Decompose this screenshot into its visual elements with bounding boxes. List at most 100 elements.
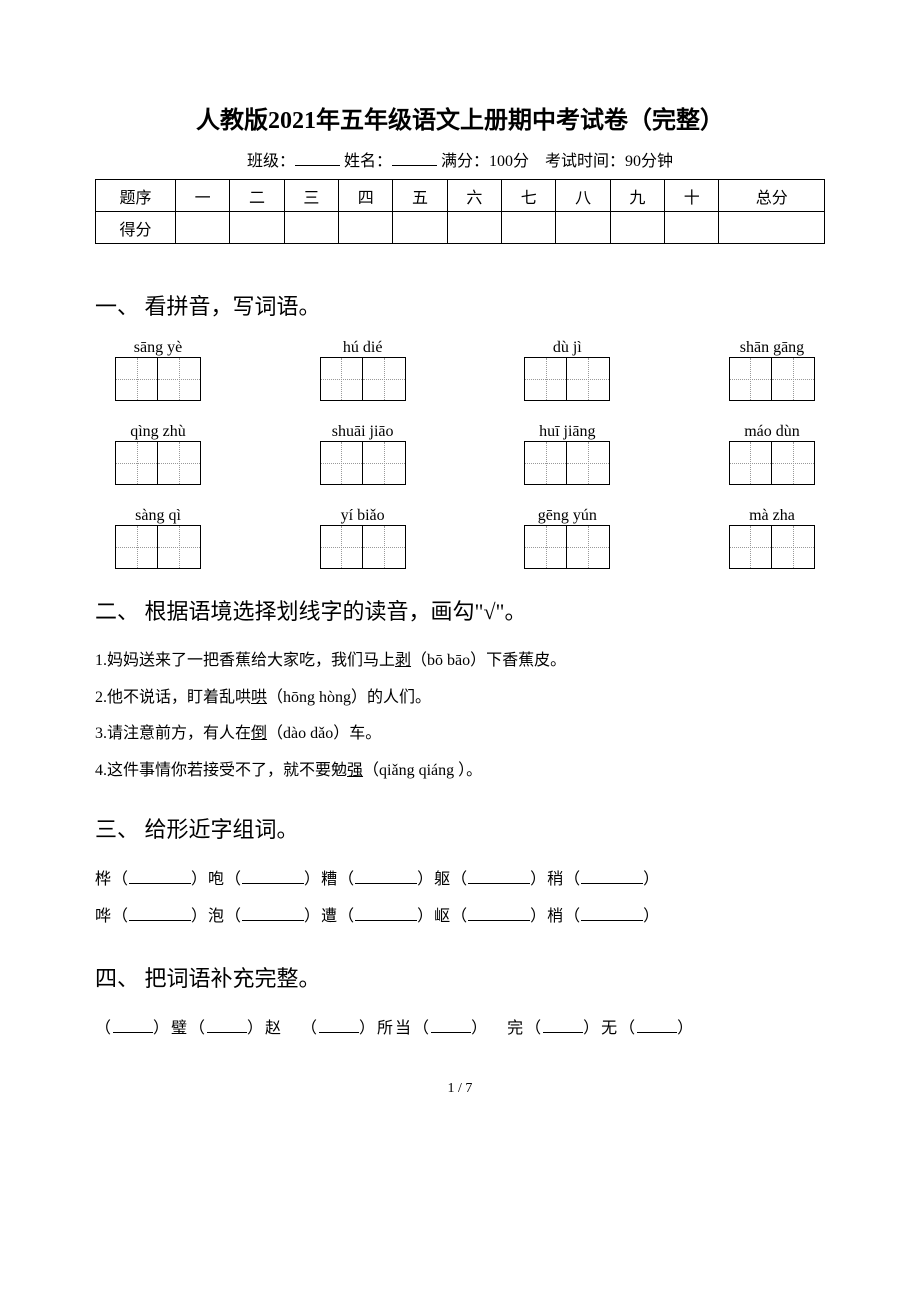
- col-header: 四: [339, 180, 393, 212]
- score-cell[interactable]: [230, 212, 284, 244]
- char-box[interactable]: [525, 442, 567, 484]
- char-label: 糟（: [321, 871, 355, 888]
- fill-blank[interactable]: [242, 905, 304, 921]
- fill-blank[interactable]: [242, 868, 304, 884]
- char-box[interactable]: [567, 526, 609, 568]
- char-box[interactable]: [567, 442, 609, 484]
- pinyin-box-row: sàng qìyí biǎogēng yúnmà zha: [95, 507, 825, 569]
- pinyin-group: hú dié: [320, 339, 406, 401]
- char-box[interactable]: [730, 358, 772, 400]
- score-cell[interactable]: [719, 212, 825, 244]
- blank[interactable]: [637, 1017, 677, 1033]
- char-box[interactable]: [525, 358, 567, 400]
- score-cell[interactable]: [447, 212, 501, 244]
- char-box[interactable]: [363, 442, 405, 484]
- fill-blank[interactable]: [468, 905, 530, 921]
- blank[interactable]: [113, 1017, 153, 1033]
- char-box-pair[interactable]: [729, 441, 815, 485]
- paren-close: ）: [417, 871, 434, 888]
- char-box-pair[interactable]: [115, 525, 201, 569]
- col-header: 一: [176, 180, 230, 212]
- blank[interactable]: [431, 1017, 471, 1033]
- fill-blank[interactable]: [468, 868, 530, 884]
- blank[interactable]: [319, 1017, 359, 1033]
- char-box[interactable]: [321, 358, 363, 400]
- paren-close: ）: [191, 871, 208, 888]
- score-cell[interactable]: [284, 212, 338, 244]
- char-box[interactable]: [321, 442, 363, 484]
- name-blank[interactable]: [392, 150, 437, 166]
- pinyin-group: gēng yún: [524, 507, 610, 569]
- pinyin-label: máo dùn: [729, 423, 815, 441]
- col-header: 六: [447, 180, 501, 212]
- char-label: 泡（: [208, 908, 242, 925]
- char-box[interactable]: [772, 526, 814, 568]
- pinyin-section: sāng yèhú diédù jìshān gāngqìng zhùshuāi…: [95, 339, 825, 569]
- page-title: 人教版2021年五年级语文上册期中考试卷（完整）: [95, 100, 825, 135]
- char-box[interactable]: [116, 358, 158, 400]
- char-box-pair[interactable]: [729, 525, 815, 569]
- char-box-pair[interactable]: [524, 525, 610, 569]
- pinyin-label: sāng yè: [115, 339, 201, 357]
- score-cell[interactable]: [339, 212, 393, 244]
- col-header: 九: [610, 180, 664, 212]
- score-cell[interactable]: [665, 212, 719, 244]
- score-cell[interactable]: [502, 212, 556, 244]
- pinyin-group: shuāi jiāo: [320, 423, 406, 485]
- score-cell[interactable]: [176, 212, 230, 244]
- char-box[interactable]: [363, 526, 405, 568]
- char-box-pair[interactable]: [524, 441, 610, 485]
- blank[interactable]: [543, 1017, 583, 1033]
- char-box[interactable]: [730, 526, 772, 568]
- char-box-pair[interactable]: [320, 525, 406, 569]
- score-cell[interactable]: [556, 212, 610, 244]
- char-box[interactable]: [772, 442, 814, 484]
- fill-blank[interactable]: [129, 905, 191, 921]
- col-header: 总分: [719, 180, 825, 212]
- char-box-pair[interactable]: [320, 441, 406, 485]
- section2-items: 1.妈妈送来了一把香蕉给大家吃，我们马上剥（bō bāo）下香蕉皮。2.他不说话…: [95, 644, 825, 787]
- pinyin-group: huī jiāng: [524, 423, 610, 485]
- char-box[interactable]: [525, 526, 567, 568]
- char-box[interactable]: [567, 358, 609, 400]
- char-box-pair[interactable]: [115, 357, 201, 401]
- pinyin-group: sàng qì: [115, 507, 201, 569]
- pinyin-label: gēng yún: [524, 507, 610, 525]
- paren-close: ）: [304, 908, 321, 925]
- score-cell[interactable]: [610, 212, 664, 244]
- char-box[interactable]: [321, 526, 363, 568]
- section3-rows: 桦（）咆（）糟（）躯（）稍（）哗（）泡（）遭（）岖（）梢（）: [95, 862, 825, 936]
- col-header: 八: [556, 180, 610, 212]
- table-row: 题序 一 二 三 四 五 六 七 八 九 十 总分: [96, 180, 825, 212]
- char-box[interactable]: [363, 358, 405, 400]
- char-box[interactable]: [116, 442, 158, 484]
- char-box[interactable]: [158, 442, 200, 484]
- char-box[interactable]: [730, 442, 772, 484]
- fill-blank[interactable]: [355, 868, 417, 884]
- fill-blank[interactable]: [355, 905, 417, 921]
- page-number: 1 / 7: [95, 1081, 825, 1097]
- fill-blank[interactable]: [581, 868, 643, 884]
- class-blank[interactable]: [295, 150, 340, 166]
- score-cell[interactable]: [393, 212, 447, 244]
- char-box[interactable]: [158, 526, 200, 568]
- pinyin-label: dù jì: [524, 339, 610, 357]
- score-table: 题序 一 二 三 四 五 六 七 八 九 十 总分 得分: [95, 179, 825, 244]
- score-label: 满分：100分: [441, 153, 529, 170]
- char-box-pair[interactable]: [320, 357, 406, 401]
- char-box-pair[interactable]: [729, 357, 815, 401]
- name-label: 姓名：: [344, 153, 392, 170]
- paren-close: ）: [643, 871, 660, 888]
- char-label: 遭（: [321, 908, 355, 925]
- fill-blank[interactable]: [129, 868, 191, 884]
- char-box-pair[interactable]: [115, 441, 201, 485]
- char-box[interactable]: [116, 526, 158, 568]
- fill-blank[interactable]: [581, 905, 643, 921]
- char-label: 梢（: [547, 908, 581, 925]
- char-box[interactable]: [772, 358, 814, 400]
- char-box-pair[interactable]: [524, 357, 610, 401]
- char-box[interactable]: [158, 358, 200, 400]
- col-header: 三: [284, 180, 338, 212]
- blank[interactable]: [207, 1017, 247, 1033]
- question-line: 4.这件事情你若接受不了，就不要勉强（qiǎng qiáng ）。: [95, 754, 825, 788]
